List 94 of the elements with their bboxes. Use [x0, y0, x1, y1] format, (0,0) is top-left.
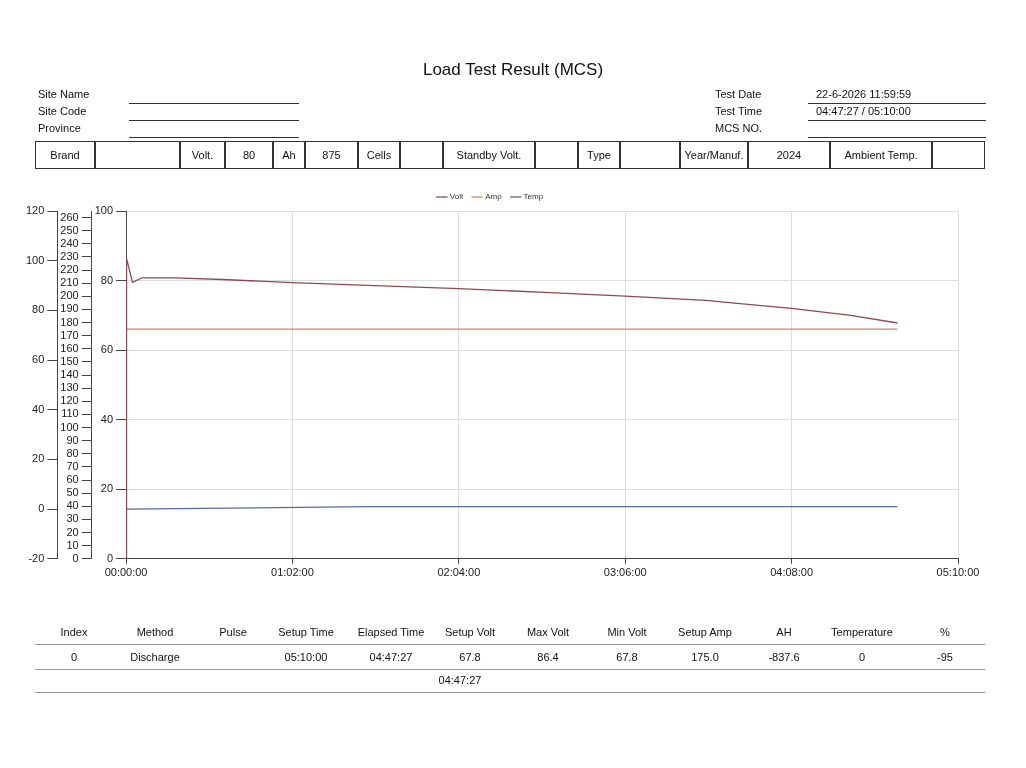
text: Elapsed Time: [356, 626, 426, 638]
text: 22-6-2026 11:59:59: [816, 88, 912, 100]
text: Pulse: [219, 626, 247, 638]
text: 67.8: [458, 651, 482, 663]
y2-tick-label: 190: [60, 302, 79, 315]
y2-tick-label: 140: [60, 368, 79, 381]
text: MCS NO.: [715, 122, 763, 134]
y2-tick-label: 240: [60, 236, 79, 249]
y2-tick-label: 60: [66, 473, 79, 486]
text: Test Time: [715, 105, 763, 117]
y2-tick-label: 170: [60, 328, 79, 341]
text: Site Name: [38, 88, 90, 100]
legend-label: Volt: [449, 192, 464, 202]
y2-tick-label: 0: [72, 551, 79, 564]
y2-tick-label: 110: [61, 407, 79, 420]
x-tick-label: 02:04:00: [437, 566, 481, 579]
text: Cells: [366, 149, 392, 161]
text: Ah: [282, 149, 296, 161]
text: AH: [776, 626, 792, 638]
text: Setup Amp: [677, 626, 733, 638]
text: Site Code: [38, 105, 87, 117]
y2-tick-label: 210: [60, 276, 79, 289]
y-tick-label: 60: [100, 343, 114, 356]
text: 04:47:27: [368, 651, 414, 663]
text: -837.6: [767, 651, 801, 663]
x-tick-label: 05:10:00: [936, 566, 980, 579]
y2-tick-label: 50: [66, 486, 79, 499]
y2-tick-label: 80: [66, 446, 79, 459]
y2-tick-label: 180: [60, 315, 79, 328]
text: Index: [59, 626, 89, 638]
legend-label: Temp: [523, 192, 544, 202]
text: Year/Manuf.: [684, 149, 744, 161]
text: 86.4: [536, 651, 560, 663]
text: Max Volt: [525, 626, 571, 638]
text: Setup Volt: [444, 626, 496, 638]
y2-tick-label: 230: [60, 249, 79, 262]
text: 0: [69, 651, 79, 663]
y2-tick-label: 30: [66, 512, 79, 525]
text: 0: [857, 651, 867, 663]
text: Setup Time: [277, 626, 335, 638]
y2-tick-label: 10: [66, 538, 79, 551]
text: %: [939, 626, 951, 638]
chart-title: Load Test Result (MCS): [421, 60, 605, 80]
y2-tick-label: 150: [60, 354, 79, 367]
y3-tick-label: 60: [32, 353, 45, 366]
text: 875: [322, 149, 341, 161]
y3-tick-label: 80: [32, 303, 45, 316]
y-tick-label: 80: [100, 273, 114, 286]
text: 80: [242, 149, 256, 161]
y2-tick-label: 250: [60, 223, 79, 236]
y3-tick-label: 120: [25, 204, 45, 217]
text: 2024: [776, 149, 802, 161]
text: Type: [587, 149, 611, 161]
text: Method: [135, 626, 175, 638]
y2-tick-label: 160: [60, 341, 79, 354]
y2-tick-label: 20: [66, 525, 79, 538]
text: Standby Volt.: [456, 149, 522, 161]
text: -95: [936, 651, 954, 663]
y-tick-label: 40: [100, 412, 114, 425]
text: 04:47:27 / 05:10:00: [816, 105, 911, 117]
text: 175.0: [690, 651, 720, 663]
text: Ambient Temp.: [844, 149, 918, 161]
y-tick-label: 0: [106, 551, 114, 564]
x-tick-label: 00:00:00: [104, 566, 148, 579]
y3-tick-label: 20: [32, 452, 45, 465]
y2-tick-label: 70: [66, 459, 79, 472]
text: Discharge: [129, 651, 181, 663]
x-tick-label: 03:06:00: [603, 566, 647, 579]
y2-tick-label: 200: [60, 289, 79, 302]
text: 05:10:00: [283, 651, 329, 663]
y2-tick-label: 220: [60, 263, 79, 276]
text: Test Date: [715, 88, 762, 100]
text: Province: [38, 122, 81, 134]
y2-tick-label: 260: [60, 210, 79, 223]
y2-tick-label: 100: [60, 420, 79, 433]
text: 04:47:27: [437, 674, 483, 686]
y3-tick-label: 100: [25, 253, 45, 266]
y3-tick-label: -20: [28, 551, 45, 564]
x-tick-label: 01:02:00: [271, 566, 314, 579]
y2-tick-label: 120: [60, 394, 79, 407]
text: Temperature: [830, 626, 894, 638]
text: Volt.: [191, 149, 214, 161]
y2-tick-label: 130: [60, 381, 79, 394]
y3-tick-label: 40: [32, 402, 45, 415]
y2-tick-label: 40: [66, 499, 79, 512]
text: Brand: [50, 149, 80, 161]
y2-tick-label: 90: [66, 433, 79, 446]
y-tick-label: 100: [94, 204, 114, 217]
y-tick-label: 20: [100, 482, 114, 495]
legend-label: Amp: [485, 192, 503, 202]
text: 67.8: [615, 651, 639, 663]
y3-tick-label: 0: [38, 502, 45, 515]
text: Min Volt: [606, 626, 648, 638]
x-tick-label: 04:08:00: [770, 566, 814, 579]
